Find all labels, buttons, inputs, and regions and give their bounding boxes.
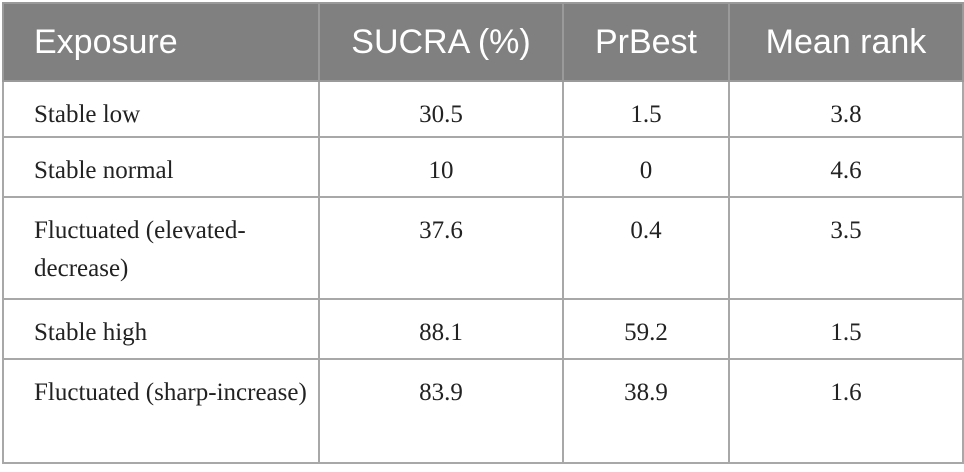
exposure-cell: Fluctuated (sharp-increase) xyxy=(2,358,320,464)
table-header: Exposure SUCRA (%) PrBest Mean rank xyxy=(2,2,964,82)
value-cell: 59.2 xyxy=(562,298,730,360)
value-cell: 3.8 xyxy=(728,80,964,138)
header-row: Exposure SUCRA (%) PrBest Mean rank xyxy=(2,2,964,82)
value-cell: 38.9 xyxy=(562,358,730,464)
table-body: Stable low 30.5 1.5 3.8 Stable normal 10 0 4.6 F… xyxy=(2,80,964,464)
value-cell: 30.5 xyxy=(318,80,564,138)
table-row: Stable high 88.1 59.2 1.5 xyxy=(2,298,964,360)
value-cell: 10 xyxy=(318,136,564,198)
value-cell: 1.5 xyxy=(728,298,964,360)
header-cell: Exposure xyxy=(2,2,320,82)
exposure-cell: Fluctuated (elevated-decrease) xyxy=(2,196,320,300)
table-row: Stable low 30.5 1.5 3.8 xyxy=(2,80,964,138)
exposure-cell: Stable low xyxy=(2,80,320,138)
value-cell: 1.5 xyxy=(562,80,730,138)
table-row: Fluctuated (sharp-increase) 83.9 38.9 1.6 xyxy=(2,358,964,464)
exposure-cell: Stable normal xyxy=(2,136,320,198)
results-table: Exposure SUCRA (%) PrBest Mean rank Stab… xyxy=(2,2,964,464)
value-cell: 4.6 xyxy=(728,136,964,198)
value-cell: 0 xyxy=(562,136,730,198)
header-cell: SUCRA (%) xyxy=(318,2,564,82)
table-row: Stable normal 10 0 4.6 xyxy=(2,136,964,198)
value-cell: 88.1 xyxy=(318,298,564,360)
exposure-cell: Stable high xyxy=(2,298,320,360)
value-cell: 0.4 xyxy=(562,196,730,300)
header-cell: Mean rank xyxy=(728,2,964,82)
value-cell: 1.6 xyxy=(728,358,964,464)
table-row: Fluctuated (elevated-decrease) 37.6 0.4 3.5 xyxy=(2,196,964,300)
header-cell: PrBest xyxy=(562,2,730,82)
value-cell: 83.9 xyxy=(318,358,564,464)
value-cell: 3.5 xyxy=(728,196,964,300)
value-cell: 37.6 xyxy=(318,196,564,300)
